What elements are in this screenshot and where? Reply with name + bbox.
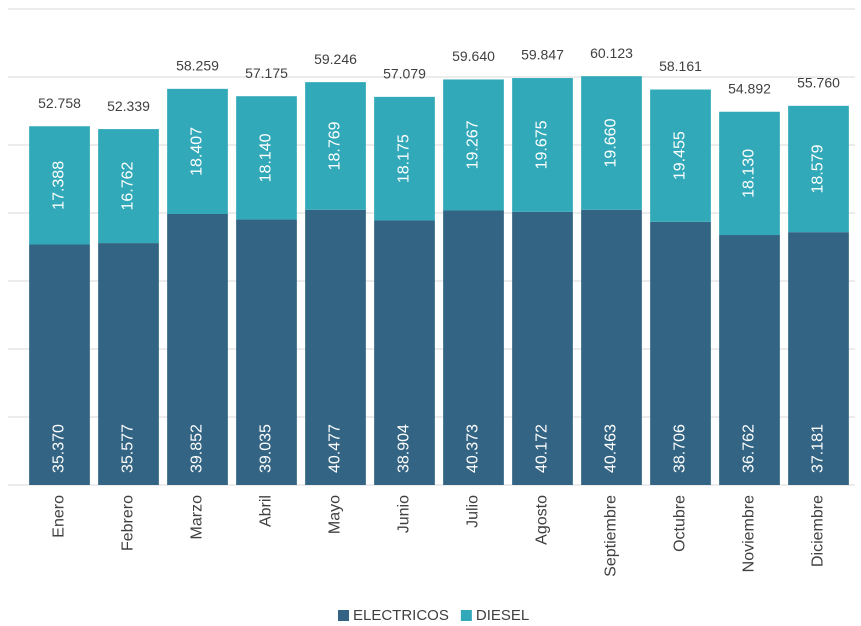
value-label: 18.769: [327, 121, 344, 170]
value-label: 37.181: [810, 424, 827, 473]
legend-label: DIESEL: [476, 607, 529, 624]
total-label: 54.892: [728, 80, 771, 96]
value-label: 19.660: [603, 118, 620, 167]
x-tick-label: Octubre: [672, 495, 689, 552]
value-label: 38.904: [396, 424, 413, 473]
value-label: 19.455: [672, 131, 689, 180]
value-label: 35.577: [120, 424, 137, 473]
bar-segment: [788, 232, 849, 485]
total-label: 52.339: [107, 98, 150, 114]
total-label: 60.123: [590, 45, 633, 61]
bar-segment: [512, 78, 573, 212]
x-tick-label: Marzo: [189, 495, 206, 540]
value-label: 36.762: [741, 424, 758, 473]
bar-segment: [719, 111, 780, 236]
value-label: 39.035: [258, 424, 275, 473]
value-label: 40.477: [327, 424, 344, 473]
bar-segment: [167, 214, 228, 485]
total-label: 52.758: [38, 95, 81, 111]
bar-segment: [650, 221, 711, 485]
value-label: 18.140: [258, 133, 275, 182]
x-tick-label: Septiembre: [603, 495, 620, 577]
total-label: 57.175: [245, 65, 288, 81]
x-tick-label: Junio: [396, 495, 413, 533]
bar-segment: [512, 211, 573, 486]
x-tick-label: Enero: [51, 495, 68, 538]
value-label: 39.852: [189, 424, 206, 473]
value-label: 40.172: [534, 424, 551, 473]
bar-segment: [443, 79, 504, 211]
total-label: 55.760: [797, 75, 840, 91]
bar-segment: [305, 82, 366, 210]
x-tick-label: Mayo: [327, 495, 344, 534]
value-label: 35.370: [51, 424, 68, 473]
total-label: 58.259: [176, 58, 219, 74]
bar-segment: [788, 105, 849, 233]
total-label: 59.847: [521, 47, 564, 63]
value-label: 18.130: [741, 149, 758, 198]
bar-segment: [29, 126, 90, 245]
legend-swatch: [460, 610, 472, 621]
x-tick-label: Noviembre: [741, 495, 758, 572]
x-tick-label: Febrero: [120, 495, 137, 551]
bar-segment: [98, 129, 159, 244]
value-label: 17.388: [51, 161, 68, 210]
bar-segment: [374, 96, 435, 221]
bar-segment: [581, 76, 642, 210]
x-tick-label: Abril: [258, 495, 275, 527]
bar-segment: [236, 96, 297, 220]
legend-swatch: [338, 610, 349, 621]
value-label: 19.675: [534, 120, 551, 169]
total-label: 58.161: [659, 58, 702, 74]
value-label: 18.407: [189, 127, 206, 176]
bar-segment: [29, 244, 90, 485]
bar-segment: [305, 209, 366, 485]
total-label: 59.246: [314, 51, 357, 67]
bar-segment: [581, 209, 642, 485]
x-tick-label: Agosto: [534, 495, 551, 545]
x-tick-label: Julio: [465, 495, 482, 528]
bar-segment: [443, 210, 504, 485]
bar-segment: [236, 219, 297, 485]
total-label: 59.640: [452, 48, 495, 64]
x-tick-label: Diciembre: [810, 495, 827, 567]
bar-segment: [719, 235, 780, 485]
value-label: 40.373: [465, 424, 482, 473]
bar-segment: [98, 243, 159, 485]
total-label: 57.079: [383, 66, 426, 82]
value-label: 18.175: [396, 134, 413, 183]
value-label: 18.579: [810, 144, 827, 193]
value-label: 16.762: [120, 162, 137, 211]
legend-label: ELECTRICOS: [353, 607, 449, 624]
value-label: 19.267: [465, 120, 482, 169]
value-label: 38.706: [672, 424, 689, 473]
value-label: 40.463: [603, 424, 620, 473]
bar-segment: [374, 220, 435, 485]
bar-segment: [167, 88, 228, 215]
bar-segment: [650, 89, 711, 222]
